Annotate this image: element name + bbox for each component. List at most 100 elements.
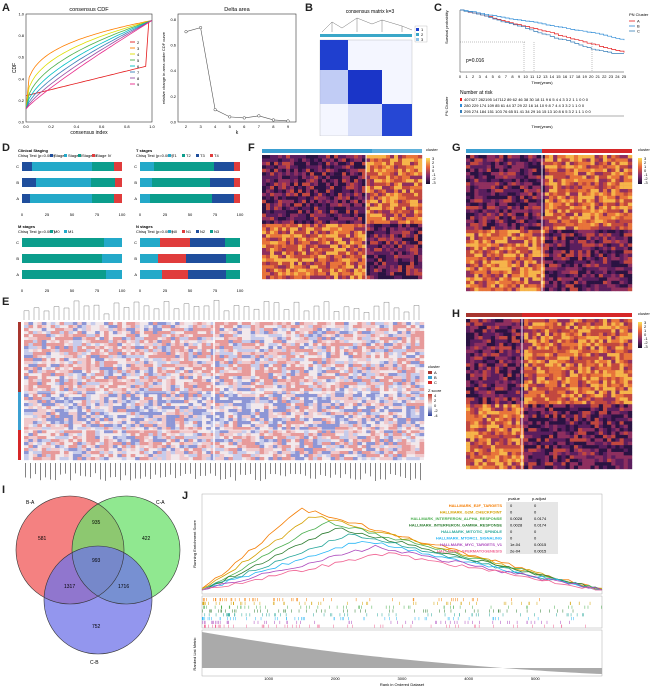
cdf-ytick: 0.4 — [18, 76, 24, 81]
panel-c-survival-chart: Survival probability p=0.016 PN Cluster … — [444, 9, 649, 129]
svg-text:2: 2 — [434, 398, 437, 403]
cdf-curve-9 — [25, 20, 153, 110]
d-bar-segment — [234, 162, 240, 171]
scale-tick: 3 — [432, 156, 435, 161]
d-legend-swatch — [168, 230, 171, 233]
d-bar-segment — [104, 238, 122, 247]
delta-path — [185, 27, 289, 122]
km-xtick: 3 — [479, 74, 482, 79]
d-bar-segment — [152, 178, 210, 187]
km-xtick: 23 — [609, 74, 614, 79]
d-legend-label: T2 — [186, 153, 191, 158]
d-legend-swatch — [196, 154, 199, 157]
km-pvalue: p=0.016 — [466, 58, 484, 64]
d-xtick: 25 — [163, 288, 168, 293]
d-bar-segment — [140, 270, 162, 279]
d-legend-label: M1 — [68, 229, 74, 234]
d-bar-segment — [92, 162, 114, 171]
svg-text:B: B — [637, 24, 640, 29]
d-legend-label: Stage III — [82, 153, 97, 158]
d-legend-swatch — [196, 230, 199, 233]
d-xtick: 75 — [213, 212, 218, 217]
d-bar-segment — [32, 162, 92, 171]
scale-tick: 2 — [644, 324, 647, 329]
km-xtick: 21 — [596, 74, 601, 79]
cdf-curve-6 — [25, 20, 153, 110]
risk-ylabel: PN Cluster — [444, 96, 449, 116]
cluster-block-2 — [348, 70, 382, 104]
cdf-xticks: 0.0 0.2 0.4 0.6 0.8 1.0 — [23, 124, 155, 129]
d-bar-segment — [115, 178, 122, 187]
delta-xtick: 2 — [185, 124, 188, 129]
gsea-xlabel: Rank in Ordered Dataset — [380, 682, 425, 687]
d-bar-segment — [225, 238, 240, 247]
venn-count-cb: 752 — [92, 624, 101, 630]
gsea-xtick: 4000 — [464, 676, 474, 681]
panel-e-heatmap: cluster A B C Z score 4 2 0 -2 -4 — [18, 300, 442, 481]
km-xtick: 7 — [505, 74, 508, 79]
gsea-row-pvalue: 0.0028 — [510, 523, 523, 528]
km-xtick: 13 — [543, 74, 548, 79]
km-legend-title: PN Cluster — [629, 12, 649, 17]
panel-label-d: D — [2, 142, 10, 154]
d-legend-label: M0 — [54, 229, 60, 234]
d-bar-segment — [22, 238, 104, 247]
venn-label-cb: C-B — [90, 660, 99, 666]
venn-count-ca: 422 — [142, 536, 151, 542]
delta-ytick: 0.0 — [170, 120, 176, 125]
cdf-xtick: 1.0 — [149, 124, 155, 129]
svg-text:A: A — [434, 370, 437, 375]
gsea-row-name: HALLMARK_E2F_TARGETS — [449, 503, 503, 508]
gsea-row-padjust: 0 — [534, 529, 537, 534]
gsea-col-pvalue: pvalue — [508, 496, 521, 501]
scale-tick: -1 — [432, 172, 436, 177]
venn-count-ba-ca: 935 — [92, 520, 101, 526]
d-bar-segment — [226, 270, 240, 279]
d-xtick: 100 — [237, 288, 244, 293]
scale-tick: -2 — [432, 176, 436, 181]
delta-xtick: 8 — [272, 124, 275, 129]
d-bar-segment — [22, 194, 30, 203]
e-cluster-bar-b — [18, 392, 21, 430]
cdf-legend-label: 6 — [137, 64, 140, 69]
d-bar-segment — [160, 238, 190, 247]
d-xtick: 100 — [237, 212, 244, 217]
d-legend-label: T1 — [172, 153, 177, 158]
gsea-xtick: 3000 — [398, 676, 408, 681]
delta-xticks: 2 3 4 5 6 7 8 9 — [185, 124, 290, 129]
gsea-row-pvalue: 0 — [510, 503, 513, 508]
cdf-xtick: 0.8 — [124, 124, 130, 129]
km-xtick: 22 — [602, 74, 607, 79]
svg-text:-4: -4 — [434, 413, 438, 418]
scale-tick: 2 — [644, 160, 647, 165]
svg-text:2: 2 — [421, 32, 424, 37]
d-xtick: 75 — [95, 212, 100, 217]
delta-xtick: 5 — [229, 124, 232, 129]
d-row-label: A — [134, 272, 137, 277]
gsea-curves — [201, 507, 603, 591]
gsea-xtick: 1000 — [264, 676, 274, 681]
d-bar-segment — [114, 194, 122, 203]
consensus-title: consensus matrix k=3 — [346, 9, 395, 15]
cdf-curve-7 — [25, 20, 153, 110]
d-legend-swatch — [78, 154, 81, 157]
panel-label-c: C — [434, 2, 442, 14]
d-bar-segment — [210, 178, 234, 187]
d-bar-segment — [154, 162, 214, 171]
svg-text:3: 3 — [421, 37, 424, 42]
gsea-row-name: HALLMARK_MYC_TARGETS_V1 — [440, 542, 503, 547]
delta-point — [228, 115, 232, 119]
gsea-row-padjust: 0 — [534, 503, 537, 508]
scale-tick: -3 — [432, 180, 436, 185]
panel-a-cdf-chart: consensus CDF consensus index CDF 234567… — [12, 7, 156, 136]
d-bar-segment — [214, 162, 234, 171]
d-bar-segment — [140, 178, 152, 187]
km-xtick: 4 — [485, 74, 488, 79]
svg-text:4: 4 — [434, 393, 437, 398]
d-legend-swatch — [210, 230, 213, 233]
panel-label-e: E — [2, 296, 10, 308]
km-xtick: 19 — [582, 74, 587, 79]
delta-ytick: 0.2 — [170, 94, 176, 99]
